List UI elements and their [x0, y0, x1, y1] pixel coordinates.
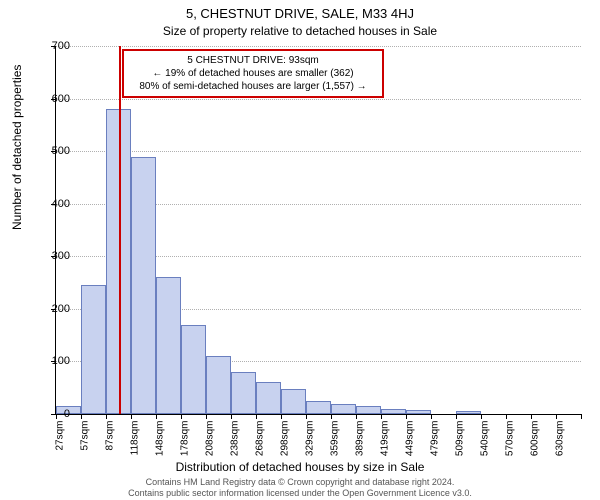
- annotation-line: 80% of semi-detached houses are larger (…: [130, 80, 376, 93]
- x-tick-mark: [106, 414, 107, 419]
- page-subtitle: Size of property relative to detached ho…: [0, 24, 600, 38]
- x-tick-mark: [456, 414, 457, 419]
- histogram-bar: [331, 404, 356, 415]
- y-axis-label: Number of detached properties: [10, 65, 24, 230]
- x-tick-mark: [431, 414, 432, 419]
- histogram-bar: [381, 409, 406, 414]
- histogram-bar: [206, 356, 231, 414]
- histogram-bar: [256, 382, 281, 414]
- x-tick-mark: [506, 414, 507, 419]
- x-tick-mark: [531, 414, 532, 419]
- x-tick-mark: [206, 414, 207, 419]
- x-tick-mark: [181, 414, 182, 419]
- y-tick-label: 0: [30, 408, 70, 420]
- y-tick-label: 600: [30, 93, 70, 105]
- gridline: [56, 46, 581, 47]
- x-tick-mark: [231, 414, 232, 419]
- x-axis-label: Distribution of detached houses by size …: [0, 460, 600, 474]
- y-tick-label: 400: [30, 198, 70, 210]
- histogram-bar: [81, 285, 106, 414]
- page-title: 5, CHESTNUT DRIVE, SALE, M33 4HJ: [0, 6, 600, 21]
- histogram-bar: [181, 325, 206, 414]
- histogram-plot: 27sqm57sqm87sqm118sqm148sqm178sqm208sqm2…: [55, 46, 581, 415]
- x-tick-mark: [356, 414, 357, 419]
- histogram-bar: [356, 406, 381, 414]
- x-tick-mark: [406, 414, 407, 419]
- annotation-line: 5 CHESTNUT DRIVE: 93sqm: [130, 54, 376, 67]
- attribution-footer: Contains HM Land Registry data © Crown c…: [0, 477, 600, 500]
- annotation-box: 5 CHESTNUT DRIVE: 93sqm← 19% of detached…: [122, 49, 384, 98]
- y-tick-label: 300: [30, 250, 70, 262]
- gridline: [56, 99, 581, 100]
- histogram-bar: [406, 410, 431, 414]
- annotation-line: ← 19% of detached houses are smaller (36…: [130, 67, 376, 80]
- y-tick-label: 500: [30, 145, 70, 157]
- x-tick-mark: [381, 414, 382, 419]
- x-tick-mark: [281, 414, 282, 419]
- y-tick-label: 700: [30, 40, 70, 52]
- histogram-bar: [231, 372, 256, 414]
- x-tick-mark: [306, 414, 307, 419]
- histogram-bar: [131, 157, 156, 414]
- histogram-bar: [281, 389, 306, 414]
- footer-line-2: Contains public sector information licen…: [0, 488, 600, 499]
- x-tick-mark: [81, 414, 82, 419]
- y-tick-label: 100: [30, 355, 70, 367]
- x-tick-mark: [481, 414, 482, 419]
- x-tick-mark: [331, 414, 332, 419]
- y-tick-label: 200: [30, 303, 70, 315]
- gridline: [56, 151, 581, 152]
- footer-line-1: Contains HM Land Registry data © Crown c…: [0, 477, 600, 488]
- histogram-bar: [306, 401, 331, 414]
- x-tick-mark: [581, 414, 582, 419]
- x-tick-mark: [256, 414, 257, 419]
- x-tick-mark: [156, 414, 157, 419]
- histogram-bar: [156, 277, 181, 414]
- x-tick-mark: [131, 414, 132, 419]
- x-tick-mark: [556, 414, 557, 419]
- property-marker-line: [119, 46, 121, 414]
- histogram-bar: [456, 411, 481, 414]
